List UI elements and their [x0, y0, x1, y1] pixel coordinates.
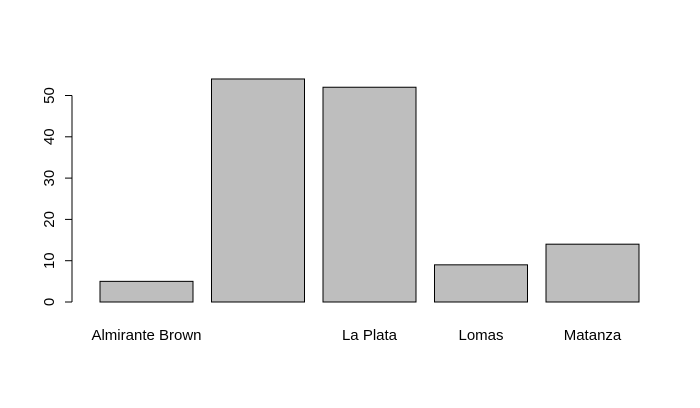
bar-matanza: [545, 243, 640, 303]
y-axis: 0 10 20 30 40 50: [41, 87, 73, 306]
y-tick-label: 40: [41, 128, 58, 145]
bar-almirante-brown: [99, 280, 194, 303]
y-tick-label: 30: [41, 170, 58, 187]
x-category-label: Matanza: [564, 327, 622, 344]
x-axis-labels: Almirante Brown La Plata Lomas Matanza: [91, 327, 621, 344]
y-tick-label: 20: [41, 211, 58, 228]
bar-la-plata: [322, 86, 417, 303]
x-category-label: Almirante Brown: [91, 327, 201, 344]
y-tick-label: 50: [41, 87, 58, 104]
y-tick-label: 10: [41, 252, 58, 269]
bar-lomas: [434, 264, 528, 303]
bar-series: [99, 78, 640, 303]
x-category-label: La Plata: [342, 327, 398, 344]
bar-2: [211, 78, 305, 303]
x-category-label: Lomas: [458, 327, 503, 344]
y-tick-label: 0: [41, 298, 58, 306]
